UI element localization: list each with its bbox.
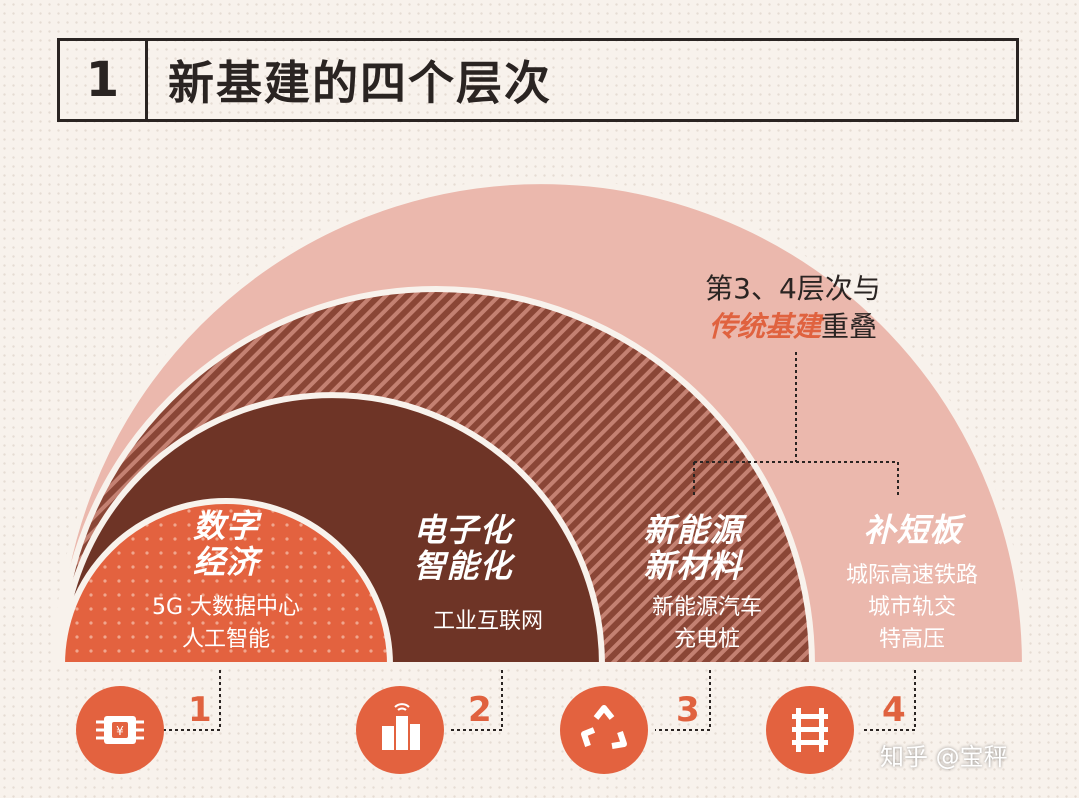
page-title: 新基建的四个层次	[168, 56, 552, 110]
layer-2-items: 工业互联网	[432, 609, 543, 634]
layer-4-index: 4	[882, 690, 906, 730]
title-box: 1 新基建的四个层次	[57, 38, 1019, 122]
rail-track-icon	[766, 686, 854, 774]
svg-text:¥: ¥	[116, 724, 124, 738]
layer-2-index: 2	[468, 690, 492, 730]
layer-4-heading: 补短板	[863, 511, 963, 549]
title-number: 1	[60, 41, 148, 119]
watermark: 知乎 @宝秤	[880, 743, 1008, 771]
layer-1-heading: 数字 经济	[192, 507, 259, 581]
layer-4-items: 城际高速铁路 城市轨交 特高压	[845, 563, 978, 652]
overlap-note: 第3、4层次与 传统基建重叠	[705, 272, 881, 343]
layer-2-heading: 电子化 智能化	[413, 511, 513, 585]
layer-3-heading: 新能源 新材料	[643, 511, 743, 585]
layer-1-index: 1	[188, 690, 212, 730]
index-leaders	[162, 670, 916, 731]
factory-icon	[356, 686, 444, 774]
note-bracket	[693, 352, 899, 496]
layer-1-items: 5G 大数据中心 人工智能	[151, 595, 301, 652]
note-highlight: 传统基建	[708, 310, 821, 343]
chip-icon: ¥	[76, 686, 164, 774]
layer-3-index: 3	[676, 690, 700, 730]
arch-layer-1	[58, 498, 394, 668]
recycle-icon	[560, 686, 648, 774]
layer-3-items: 新能源汽车 充电桩	[651, 595, 762, 652]
